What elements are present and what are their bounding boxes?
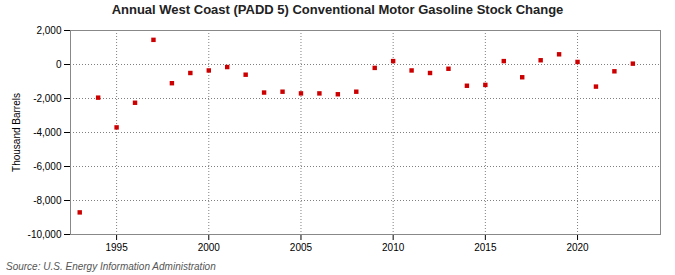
svg-text:-10,000: -10,000 xyxy=(28,229,62,240)
svg-text:1995: 1995 xyxy=(105,242,128,253)
svg-text:2,000: 2,000 xyxy=(36,25,61,36)
html-text:Annual West Coast (PADD 5) Con: Annual West Coast (PADD 5) Conventional … xyxy=(111,2,564,17)
svg-text:2015: 2015 xyxy=(474,242,497,253)
svg-text:2005: 2005 xyxy=(290,242,313,253)
svg-text:2010: 2010 xyxy=(382,242,405,253)
svg-text:2000: 2000 xyxy=(198,242,221,253)
svg-text:0: 0 xyxy=(56,59,62,70)
svg-text:-2,000: -2,000 xyxy=(33,93,62,104)
svg-text:2020: 2020 xyxy=(566,242,589,253)
svg-text:-6,000: -6,000 xyxy=(33,161,62,172)
html-text:Source: U.S. Energy Informatio: Source: U.S. Energy Information Administ… xyxy=(6,261,216,272)
svg-text:Thousand Barrels: Thousand Barrels xyxy=(11,93,22,172)
svg-text:-8,000: -8,000 xyxy=(33,195,62,206)
svg-text:-4,000: -4,000 xyxy=(33,127,62,138)
